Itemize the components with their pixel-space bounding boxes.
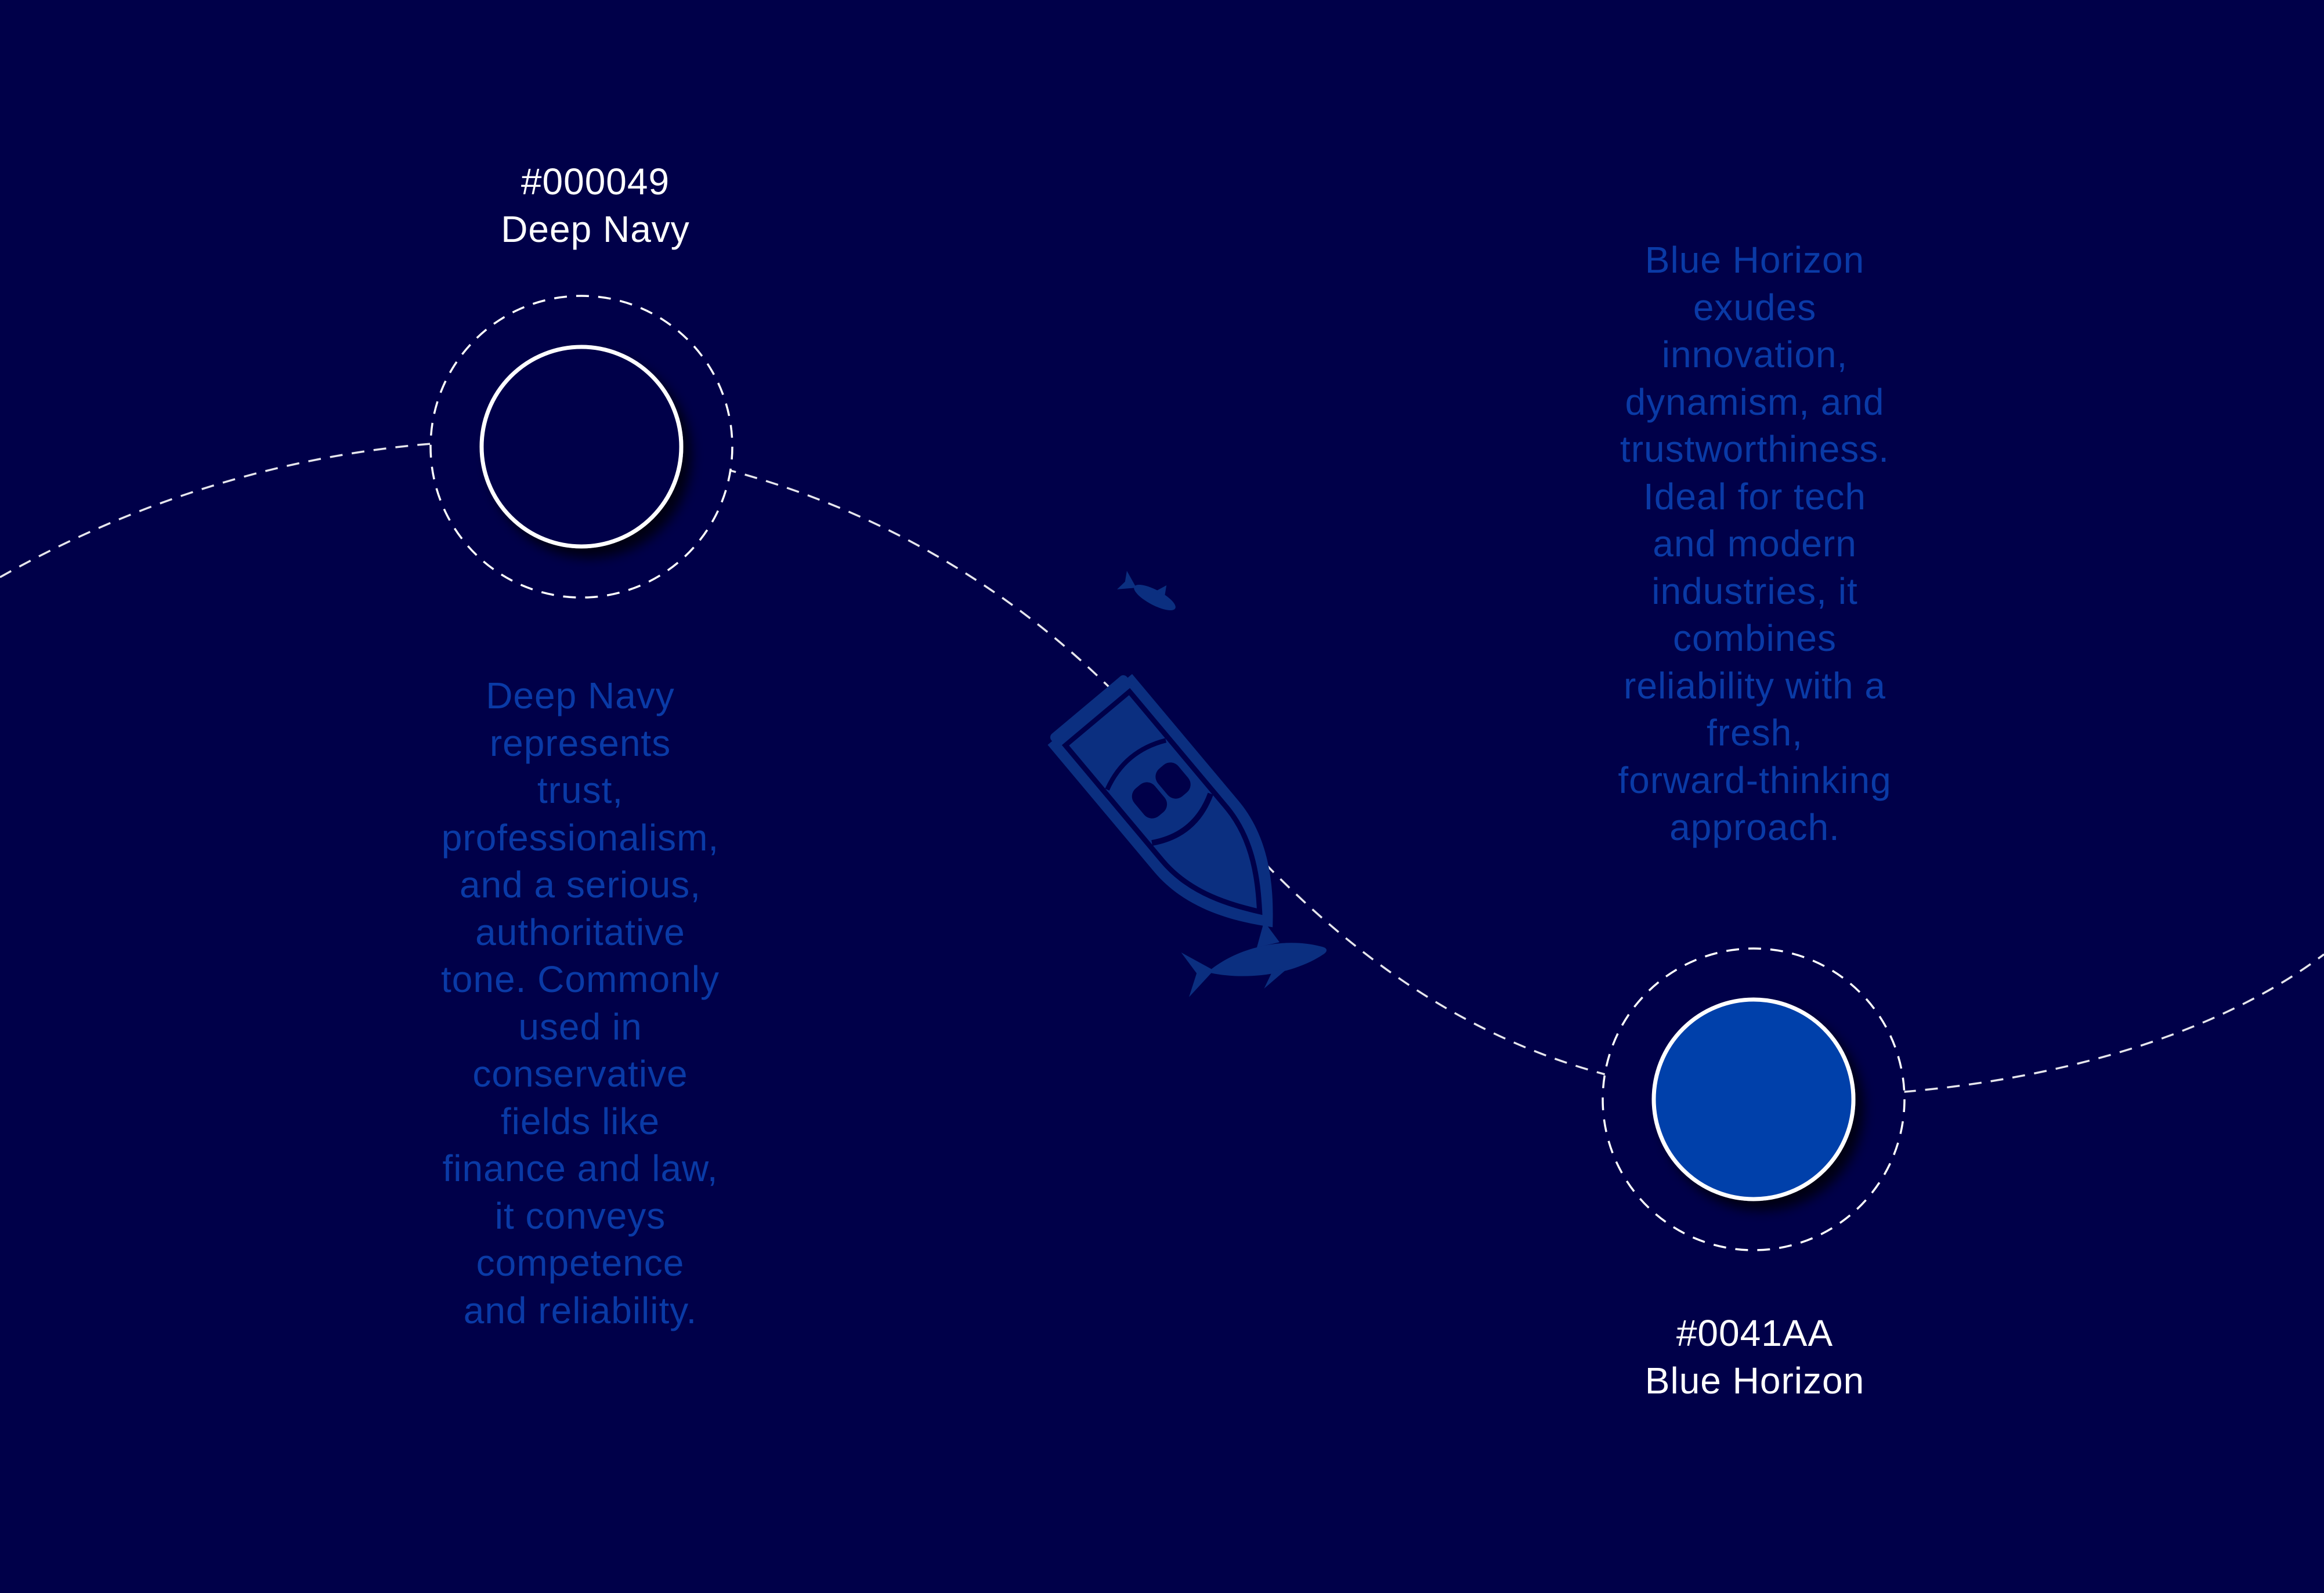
- description-line: fresh,: [1706, 712, 1803, 754]
- description-line: innovation,: [1661, 334, 1848, 375]
- description-line: competence: [476, 1242, 685, 1284]
- description-line: authoritative: [475, 911, 685, 953]
- deep-navy-label: #000049 Deep Navy: [450, 158, 740, 253]
- deep-navy-swatch: [429, 295, 733, 599]
- description-line: trust,: [537, 769, 624, 811]
- description-line: used in: [518, 1005, 642, 1048]
- description-line: conservative: [472, 1053, 688, 1095]
- description-line: finance and law,: [442, 1147, 718, 1189]
- description-line: and a serious,: [459, 864, 702, 906]
- description-line: combines: [1673, 617, 1837, 659]
- dashed-route-line: [0, 439, 2324, 1098]
- description-line: industries, it: [1651, 570, 1858, 612]
- description-line: exudes: [1693, 286, 1817, 328]
- deep-navy-name: Deep Navy: [501, 208, 690, 250]
- blue-horizon-swatch: [1602, 947, 1906, 1251]
- deep-navy-color-circle: [479, 345, 684, 549]
- blue-horizon-color-circle: [1651, 997, 1856, 1201]
- blue-horizon-label: #0041AA Blue Horizon: [1610, 1309, 1900, 1404]
- blue-horizon-name: Blue Horizon: [1644, 1360, 1865, 1402]
- description-line: approach.: [1669, 806, 1840, 848]
- description-line: professionalism,: [441, 816, 720, 859]
- shark-icon: [1181, 921, 1327, 997]
- description-line: Deep Navy: [486, 675, 675, 716]
- description-line: and modern: [1653, 523, 1857, 564]
- description-line: represents: [489, 722, 671, 764]
- description-line: tone. Commonly: [441, 958, 720, 1000]
- deep-navy-hex: #000049: [521, 161, 670, 202]
- description-line: fields like: [500, 1100, 660, 1142]
- deep-navy-description: Deep Navy represents trust, professional…: [406, 672, 754, 1334]
- description-line: Blue Horizon: [1644, 239, 1865, 281]
- description-line: and reliability.: [463, 1289, 697, 1331]
- fish-icon: [1117, 571, 1176, 611]
- blue-horizon-description: Blue Horizon exudes innovation, dynamism…: [1581, 237, 1929, 852]
- blue-horizon-hex: #0041AA: [1676, 1312, 1834, 1354]
- description-line: it conveys: [494, 1194, 666, 1237]
- description-line: forward-thinking: [1618, 759, 1892, 801]
- description-line: trustworthiness.: [1620, 428, 1890, 470]
- boat-icon: [1047, 674, 1273, 928]
- description-line: Ideal for tech: [1643, 475, 1866, 517]
- description-line: reliability with a: [1624, 664, 1886, 707]
- description-line: dynamism, and: [1625, 381, 1885, 423]
